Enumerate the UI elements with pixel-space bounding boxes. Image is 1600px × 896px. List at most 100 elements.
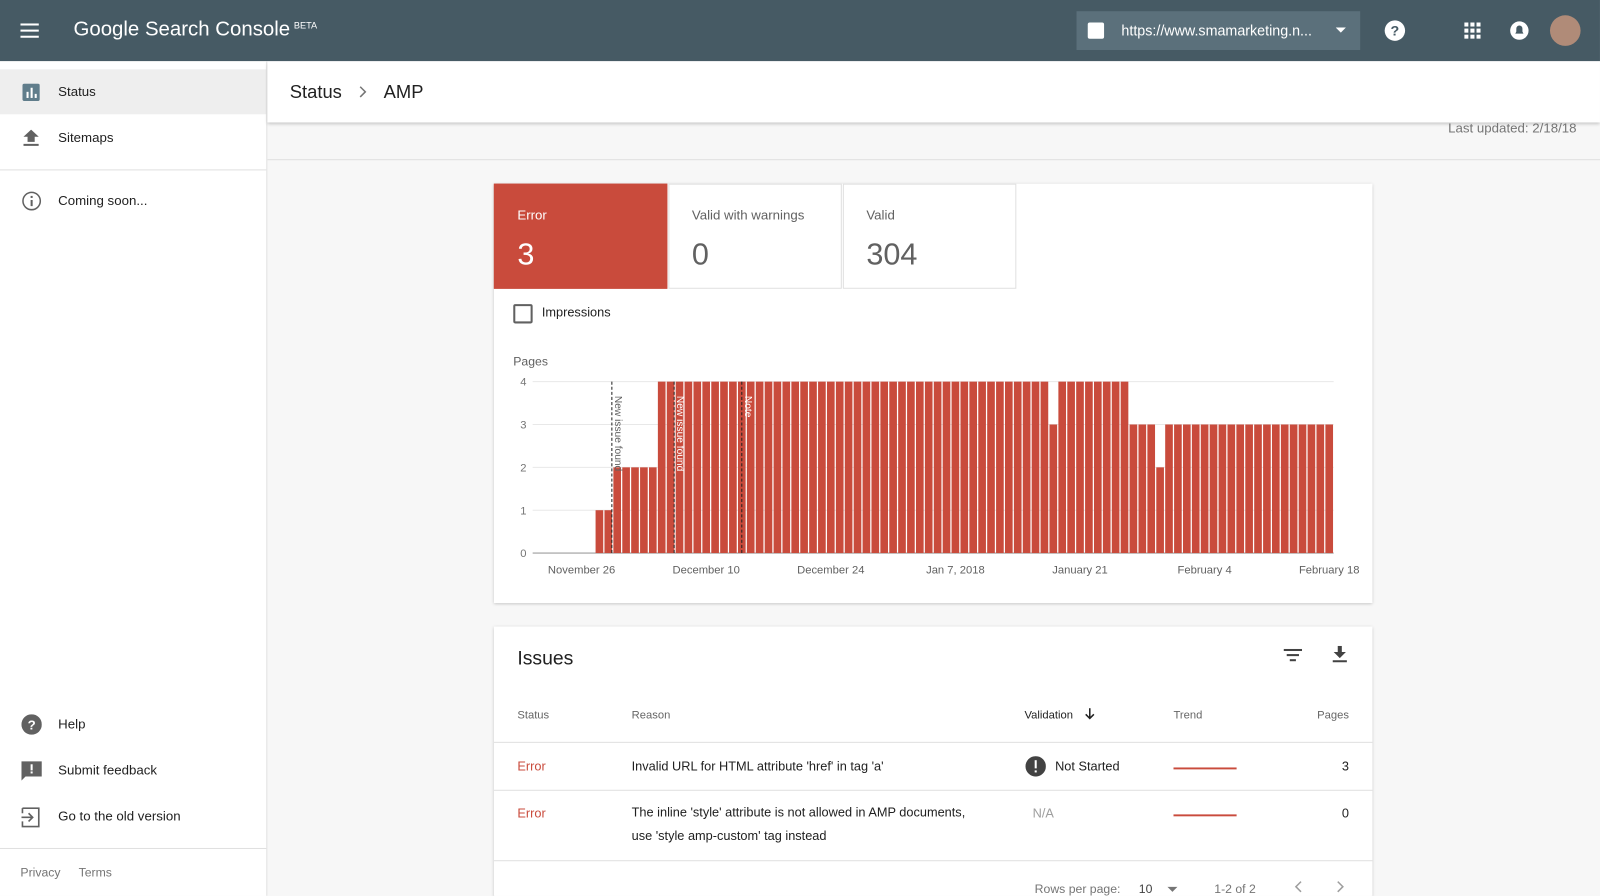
filter-icon[interactable] [1283, 648, 1303, 662]
column-header: Reason [631, 709, 671, 722]
pages-cell: 0 [1341, 806, 1349, 821]
bar [889, 381, 897, 554]
pages-cell: 3 [1341, 759, 1349, 774]
summary-tile[interactable]: Error 3 [493, 183, 668, 289]
nav-item[interactable]: ? Help [0, 702, 266, 747]
bar [924, 381, 933, 554]
tile-value: 304 [866, 237, 918, 272]
rows-per-page[interactable]: 10 [1138, 881, 1153, 896]
status-cell: Error [517, 806, 546, 821]
breadcrumb: AMP [383, 81, 424, 103]
nav-label: Coming soon... [58, 192, 148, 209]
bar [1085, 381, 1093, 554]
summary-tile[interactable]: Valid with warnings 0 [668, 183, 842, 289]
nav-label: Sitemaps [58, 129, 114, 145]
page-range: 1-2 of 2 [1214, 881, 1256, 896]
nav-label: Submit feedback [58, 762, 157, 778]
footer-link[interactable]: Privacy [20, 865, 61, 880]
nav-item[interactable]: Status [0, 69, 267, 115]
bar [1174, 424, 1182, 554]
bar [1022, 381, 1031, 554]
nav-item[interactable]: Submit feedback [0, 748, 266, 793]
bar [1049, 424, 1058, 554]
issues-title: Issues [517, 647, 574, 670]
x-tick-label: December 10 [673, 564, 740, 576]
bar [666, 381, 675, 554]
checkbox[interactable] [513, 304, 533, 324]
issues-card: Issues [493, 626, 1373, 896]
nav-item[interactable]: Sitemaps [0, 115, 266, 160]
breadcrumb[interactable]: Status [289, 81, 342, 103]
column-header[interactable]: Validation [1024, 709, 1073, 722]
bar [622, 467, 630, 554]
x-tick-label: February 4 [1177, 564, 1231, 576]
nav-label: Help [58, 716, 86, 732]
bar [942, 381, 951, 554]
bar [693, 381, 702, 554]
notifications-icon[interactable] [1509, 20, 1529, 40]
nav-item[interactable]: Go to the old version [0, 794, 266, 839]
bar [1209, 424, 1218, 554]
bar [907, 381, 915, 554]
bar [1147, 424, 1156, 554]
svg-text:?: ? [28, 718, 36, 733]
bar [702, 381, 711, 554]
summary-tile[interactable]: Valid 304 [842, 183, 1017, 289]
svg-text:?: ? [1391, 24, 1400, 40]
bar [1102, 381, 1111, 554]
bar [1182, 424, 1191, 554]
bar [1316, 424, 1325, 554]
x-tick-label: December 24 [797, 564, 864, 576]
tile-value: 0 [691, 237, 709, 272]
bar [880, 381, 889, 554]
bar [613, 467, 622, 554]
next-page[interactable] [1337, 881, 1345, 893]
bar [1289, 424, 1298, 554]
bar [1165, 424, 1173, 554]
bar [595, 510, 604, 554]
bar [720, 381, 728, 554]
bar [782, 381, 791, 554]
menu-icon[interactable] [20, 20, 42, 40]
bar [915, 381, 924, 554]
bar [844, 381, 853, 554]
bar [764, 381, 773, 554]
property-selector[interactable]: https://www.smamarketing.n... [1076, 11, 1361, 50]
property-url: https://www.smamarketing.n... [1121, 22, 1312, 39]
bar [1058, 381, 1067, 554]
bar [1040, 381, 1049, 554]
bar [1280, 424, 1289, 554]
bar [996, 381, 1004, 554]
validation-cell: Not Started [1055, 759, 1120, 774]
nav-item[interactable]: Coming soon... [0, 179, 266, 224]
bar [1093, 381, 1102, 554]
beta-badge: BETA [293, 20, 318, 31]
avatar[interactable] [1549, 15, 1581, 46]
bar [604, 510, 613, 554]
bar [933, 381, 942, 554]
reason-cell[interactable]: Invalid URL for HTML attribute 'href' in… [631, 759, 884, 774]
bar [773, 381, 782, 554]
download-icon[interactable] [1332, 645, 1347, 663]
bar [755, 381, 764, 554]
bar [978, 381, 986, 554]
help-icon[interactable]: ? [1384, 19, 1406, 41]
bar [746, 381, 755, 554]
reason-cell[interactable]: The inline 'style' attribute is not allo… [631, 805, 966, 843]
x-tick-label: February 18 [1299, 564, 1360, 576]
bar [818, 381, 826, 554]
bar [1076, 381, 1084, 554]
bar [1227, 424, 1236, 554]
bar [1138, 424, 1147, 554]
bar [951, 381, 960, 554]
column-header: Pages [1317, 709, 1349, 722]
validation-cell: N/A [1032, 806, 1054, 821]
prev-page[interactable] [1294, 881, 1302, 893]
bar [1325, 424, 1334, 554]
apps-icon[interactable] [1464, 22, 1481, 39]
bar [969, 381, 978, 554]
bar [1156, 467, 1164, 554]
footer-link[interactable]: Terms [78, 865, 112, 880]
bar [1218, 424, 1227, 554]
